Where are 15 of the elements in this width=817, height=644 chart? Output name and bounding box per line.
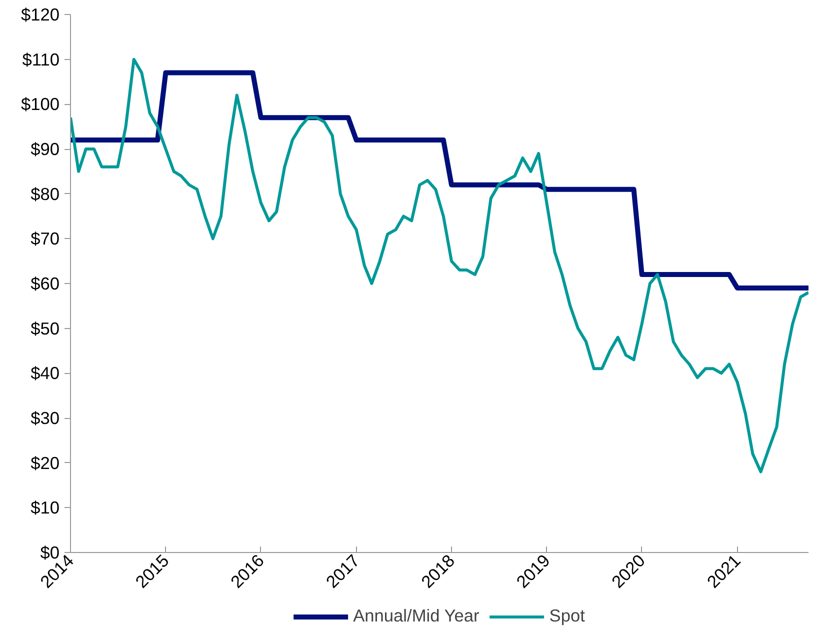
y-tick-label: $120 <box>20 4 60 24</box>
y-tick-label: $70 <box>30 228 60 249</box>
y-tick-label: $60 <box>30 274 60 294</box>
y-tick-label: $40 <box>30 363 60 384</box>
y-tick-label: $10 <box>30 498 60 518</box>
y-tick-label: $30 <box>30 408 60 428</box>
legend-label: Spot <box>549 606 585 626</box>
y-tick-label: $20 <box>30 452 60 473</box>
line-series <box>70 58 808 474</box>
y-tick-label: $90 <box>30 139 60 159</box>
legend-label: Annual/Mid Year <box>353 606 480 626</box>
y-tick-label: $80 <box>30 184 60 204</box>
y-tick-label: $50 <box>30 318 60 338</box>
y-tick-label: $110 <box>22 49 60 70</box>
y-tick-label: $100 <box>20 94 60 114</box>
